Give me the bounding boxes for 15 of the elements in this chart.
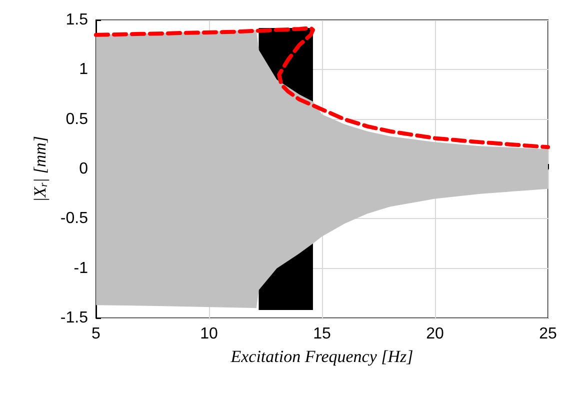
x-axis-title: Excitation Frequency [Hz]: [230, 347, 414, 366]
x-tick-label: 10: [200, 326, 218, 342]
x-tick-label: 5: [92, 326, 101, 342]
x-tick-label: 25: [539, 326, 557, 342]
x-tick-label: 15: [313, 326, 331, 342]
y-tick-label: 1.5: [66, 12, 88, 28]
y-tick-label: 0: [79, 160, 88, 178]
y-tick-label: -0.5: [60, 210, 88, 228]
x-tick-label: 20: [426, 326, 444, 342]
y-tick-label: 0.5: [66, 110, 88, 128]
y-tick-label: 1: [79, 61, 88, 78]
y-tick-label: -1.5: [60, 310, 88, 326]
y-axis-title: |Xr| [mm]: [30, 136, 50, 202]
line-series: [94, 26, 550, 150]
y-tick-label: -1: [74, 260, 88, 277]
